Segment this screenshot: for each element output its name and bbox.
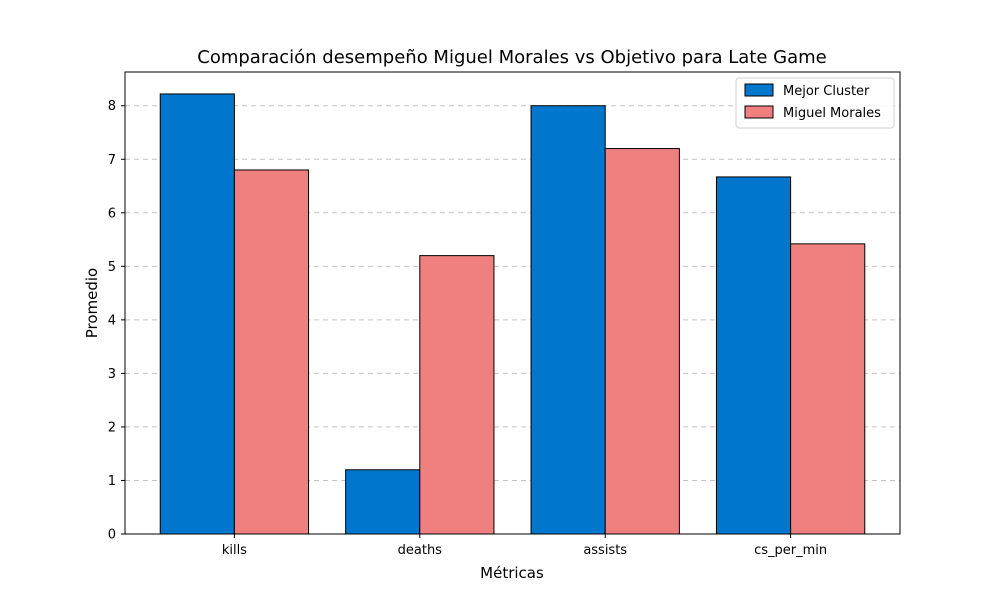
legend-label-miguel-morales: Miguel Morales: [783, 106, 881, 121]
bar-miguel-morales-deaths: [419, 255, 495, 535]
legend-label-mejor-cluster: Mejor Cluster: [783, 84, 870, 99]
legend-swatch-mejor-cluster: [744, 83, 774, 97]
y-tick-label: 3: [108, 367, 116, 382]
plot-frame: [124, 71, 901, 535]
legend-box: [735, 77, 895, 129]
chart-title: Comparación desempeño Miguel Morales vs …: [197, 47, 826, 68]
bar-mejor-cluster-kills: [159, 93, 235, 535]
y-tick-label: 0: [108, 528, 116, 543]
y-tick-label: 5: [108, 260, 116, 275]
x-tick-label-kills: kills: [222, 543, 247, 558]
x-tick-label-cs_per_min: cs_per_min: [754, 543, 827, 558]
y-tick-label: 4: [108, 313, 116, 328]
legend: Mejor Cluster Miguel Morales: [735, 77, 895, 129]
x-tick-label-assists: assists: [583, 543, 627, 558]
y-axis-label: Promedio: [83, 268, 101, 339]
bar-miguel-morales-assists: [604, 148, 680, 535]
bar-miguel-morales-kills: [233, 169, 310, 535]
y-tick-label: 2: [108, 420, 116, 435]
x-axis-label: Métricas: [480, 564, 544, 582]
bar-mejor-cluster-deaths: [345, 469, 421, 535]
y-tick-label: 8: [108, 99, 116, 114]
bar-mejor-cluster-assists: [530, 105, 606, 535]
x-axis: kills deaths assists cs_per_min: [222, 534, 827, 558]
x-tick-label-deaths: deaths: [398, 543, 443, 558]
y-tick-label: 1: [108, 474, 116, 489]
y-tick-label: 7: [108, 153, 116, 168]
bar-mejor-cluster-cs_per_min: [715, 176, 792, 535]
y-tick-label: 6: [108, 206, 116, 221]
bar-miguel-morales-cs_per_min: [790, 243, 866, 535]
y-axis: 0 1 2 3 4 5 6 7 8: [108, 99, 125, 543]
legend-swatch-miguel-morales: [744, 105, 774, 119]
bars: [159, 93, 866, 535]
